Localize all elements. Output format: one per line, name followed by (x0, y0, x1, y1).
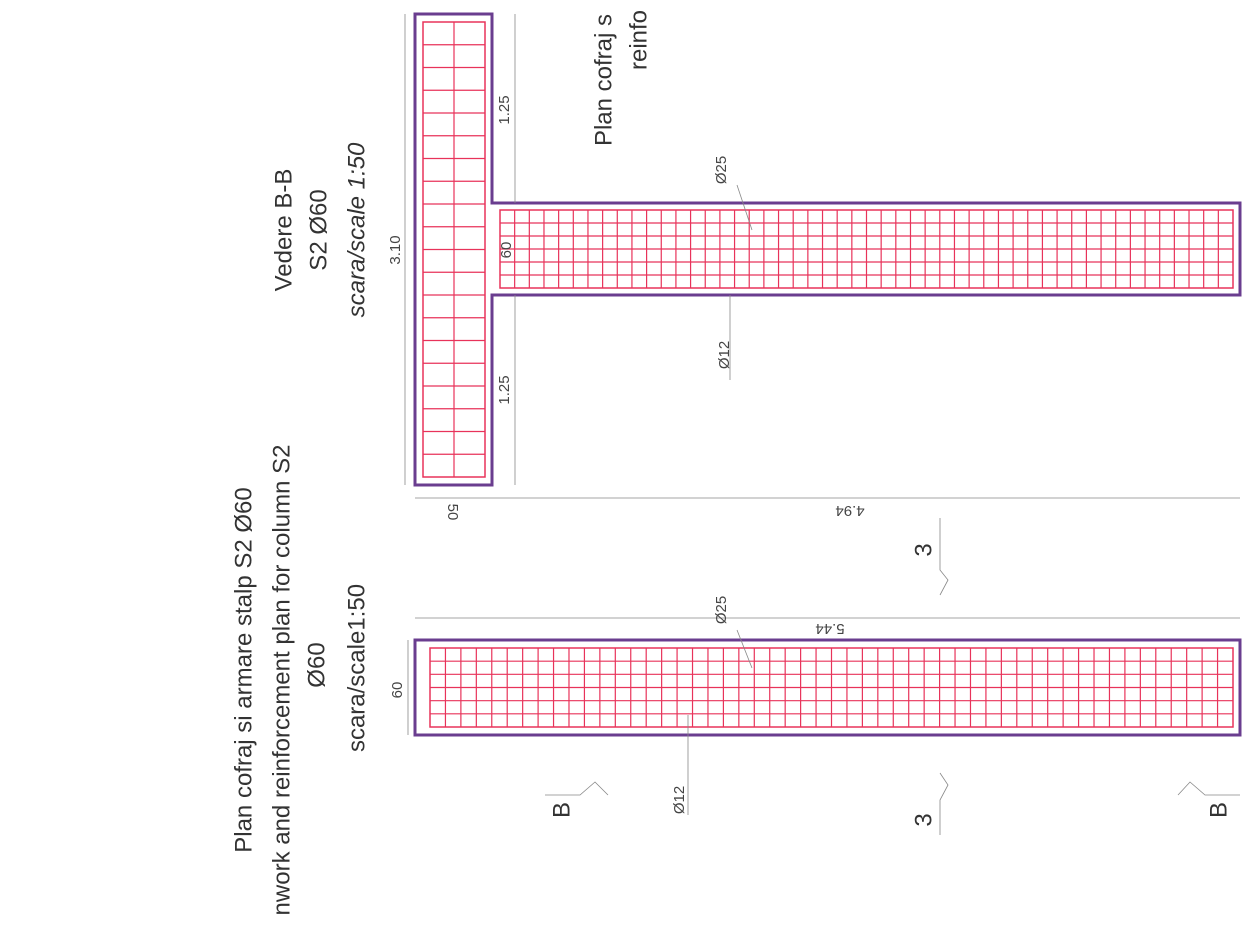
dimension: 5.44 (815, 620, 844, 637)
dimension: 4.94 (835, 502, 864, 519)
reinforcement (422, 21, 1234, 728)
label: Ø60 (303, 642, 330, 687)
bar-label: Ø25 (713, 156, 730, 184)
column-outline (413, 638, 1242, 737)
bar-label: Ø25 (713, 596, 730, 624)
dimension: 60 (498, 242, 515, 259)
dimension: 3.10 (387, 235, 404, 264)
title: Plan cofraj s (590, 14, 617, 146)
section-mark: 3 (910, 543, 937, 556)
bar-label: Ø12 (716, 341, 733, 369)
view-title: Vedere B-B (270, 169, 297, 292)
title: Plan cofraj si armare stalp S2 Ø60 (230, 487, 257, 853)
section-mark: 3 (910, 813, 937, 826)
scale: scara/scale 1:50 (343, 142, 370, 317)
title: reinfo (625, 10, 652, 70)
section-mark: B (1205, 802, 1232, 818)
dimension: 1.25 (496, 375, 513, 404)
bar-label: Ø12 (671, 786, 688, 814)
scale: scara/scale1:50 (343, 584, 370, 752)
dimension: 1.25 (496, 95, 513, 124)
title: nwork and reinforcement plan for column … (268, 445, 295, 916)
dimension: 60 (389, 682, 406, 699)
section-mark: B (548, 802, 575, 818)
label: S2 Ø60 (305, 189, 332, 270)
dimension-lines (404, 14, 1240, 835)
t-section-outline (413, 12, 1242, 487)
dimension: 50 (444, 504, 461, 521)
